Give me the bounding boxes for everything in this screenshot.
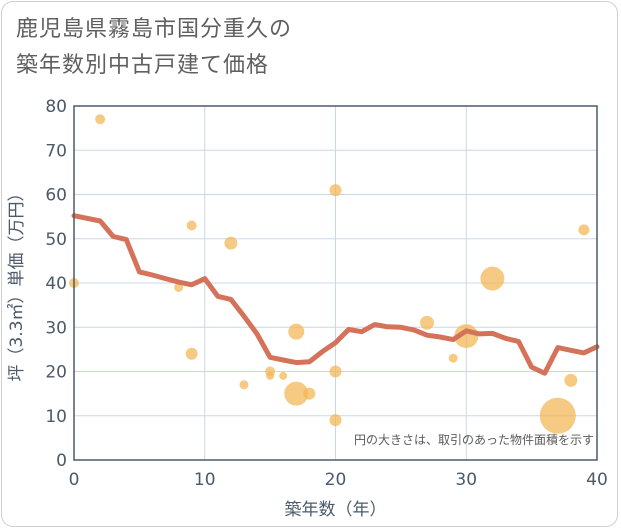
- y-tick-label: 20: [45, 363, 67, 383]
- data-bubble: [420, 315, 435, 330]
- data-bubble: [95, 114, 106, 125]
- bubble-series: [69, 114, 590, 434]
- data-bubble: [539, 397, 576, 434]
- trend-line: [71, 213, 600, 376]
- y-tick-label: 0: [56, 451, 67, 471]
- x-tick-labels: 0 10 20 30 40: [69, 470, 608, 490]
- y-tick-label: 70: [45, 141, 67, 161]
- data-bubble: [186, 220, 197, 231]
- plot-border: [73, 105, 598, 461]
- data-bubble: [174, 282, 184, 292]
- data-bubble: [239, 380, 249, 390]
- data-bubble: [279, 371, 288, 380]
- x-tick-label: 40: [586, 470, 608, 490]
- x-tick-label: 10: [194, 470, 216, 490]
- data-bubble: [329, 414, 342, 427]
- y-axis-label: 坪（3.3㎡）単価（万円）: [7, 184, 27, 381]
- x-tick-label: 20: [325, 470, 347, 490]
- data-bubble: [578, 224, 590, 236]
- data-bubble: [329, 365, 342, 378]
- x-tick-label: 0: [69, 470, 80, 490]
- data-bubble: [480, 266, 505, 291]
- y-tick-label: 60: [45, 186, 67, 206]
- title-line-1: 鹿児島県霧島市国分重久の: [16, 17, 293, 42]
- y-tick-label: 10: [45, 407, 67, 427]
- title-line-2: 築年数別中古戸建て価格: [16, 53, 270, 78]
- y-tick-label: 50: [45, 230, 67, 250]
- data-bubble: [266, 371, 275, 380]
- x-tick-label: 30: [455, 470, 477, 490]
- data-bubble: [288, 323, 305, 340]
- chart-title: 鹿児島県霧島市国分重久の 築年数別中古戸建て価格: [16, 12, 292, 84]
- data-bubble: [284, 381, 309, 406]
- data-bubble: [224, 236, 238, 250]
- y-tick-label: 40: [45, 274, 67, 294]
- grid-lines: [74, 106, 597, 460]
- bubble-size-note: 円の大きさは、取引のあった物件面積を示す: [354, 432, 594, 447]
- y-tick-labels: 0 10 20 30 40 50 60 70 80: [45, 97, 67, 471]
- data-bubble: [185, 347, 198, 360]
- data-bubble: [564, 373, 578, 387]
- data-bubble: [448, 353, 458, 363]
- x-axis-label: 築年数（年）: [285, 500, 387, 520]
- data-bubble: [303, 387, 316, 400]
- y-tick-label: 30: [45, 318, 67, 338]
- y-tick-label: 80: [45, 97, 67, 117]
- data-bubble: [329, 184, 342, 197]
